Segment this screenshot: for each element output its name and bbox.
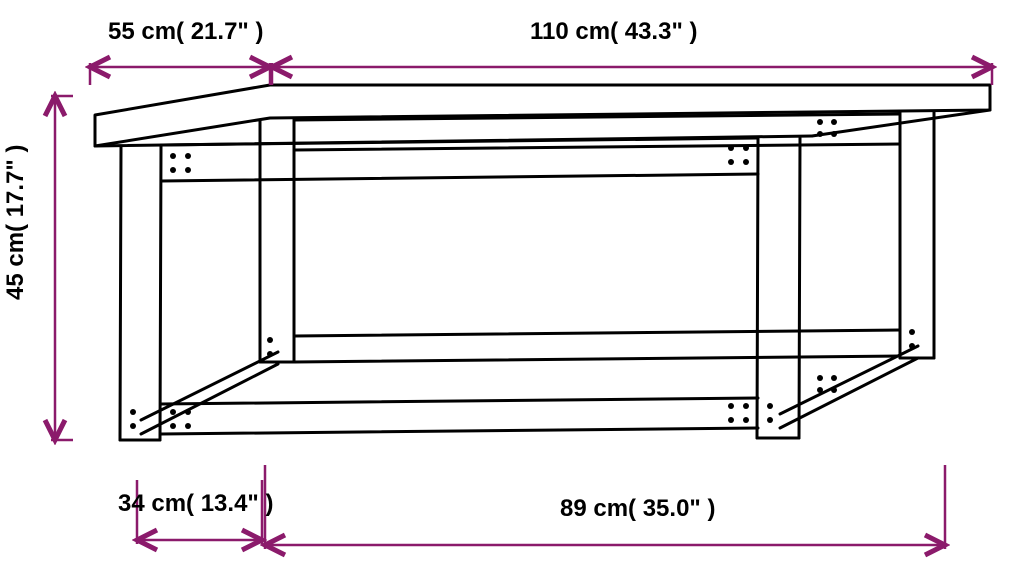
dimension-lines [51, 63, 992, 549]
dim-label-depth: 55 cm( 21.7" ) [108, 18, 263, 46]
dim-label-shelf-depth: 34 cm( 13.4" ) [118, 490, 273, 518]
dim-label-shelf-width: 89 cm( 35.0" ) [560, 495, 715, 523]
dim-label-width-top: 110 cm( 43.3" ) [530, 18, 697, 46]
product-drawing [95, 85, 990, 440]
dim-label-height: 45 cm( 17.7" ) [2, 145, 30, 300]
dimension-diagram: 55 cm( 21.7" ) 110 cm( 43.3" ) 45 cm( 17… [0, 0, 1020, 581]
